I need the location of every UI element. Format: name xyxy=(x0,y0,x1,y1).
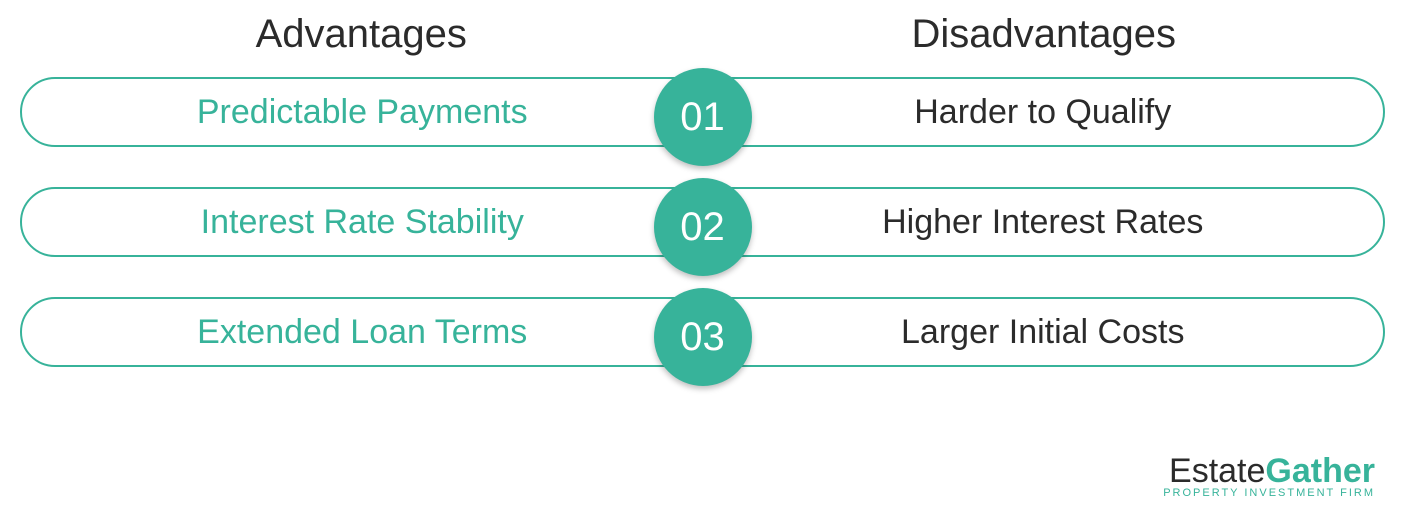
disadvantage-label: Higher Interest Rates xyxy=(703,203,1384,242)
column-headers: Advantages Disadvantages xyxy=(20,12,1385,57)
brand-logo: EstateGather PROPERTY INVESTMENT FIRM xyxy=(1163,452,1375,499)
disadvantages-header: Disadvantages xyxy=(703,12,1386,57)
logo-part1: Estate xyxy=(1169,452,1265,490)
logo-part2: Gather xyxy=(1265,452,1375,490)
comparison-row: Predictable Payments Harder to Qualify 0… xyxy=(20,77,1385,157)
disadvantage-label: Larger Initial Costs xyxy=(703,313,1384,352)
row-number-badge: 02 xyxy=(654,178,752,276)
disadvantage-label: Harder to Qualify xyxy=(703,93,1384,132)
row-number-badge: 01 xyxy=(654,68,752,166)
advantage-label: Predictable Payments xyxy=(22,93,703,132)
advantages-header: Advantages xyxy=(20,12,703,57)
logo-name: EstateGather xyxy=(1163,452,1375,491)
logo-tagline: PROPERTY INVESTMENT FIRM xyxy=(1163,487,1375,499)
row-number-badge: 03 xyxy=(654,288,752,386)
comparison-row: Extended Loan Terms Larger Initial Costs… xyxy=(20,297,1385,377)
advantage-label: Extended Loan Terms xyxy=(22,313,703,352)
comparison-infographic: Advantages Disadvantages Predictable Pay… xyxy=(0,0,1405,377)
comparison-row: Interest Rate Stability Higher Interest … xyxy=(20,187,1385,267)
advantage-label: Interest Rate Stability xyxy=(22,203,703,242)
comparison-rows: Predictable Payments Harder to Qualify 0… xyxy=(20,77,1385,377)
